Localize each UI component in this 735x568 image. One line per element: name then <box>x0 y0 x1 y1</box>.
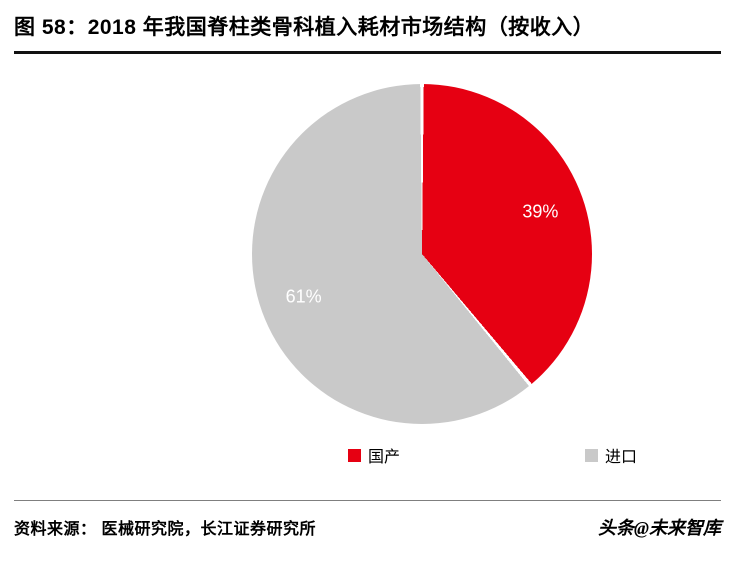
footer-divider <box>14 500 721 502</box>
watermark-text: 头条@未来智库 <box>598 518 721 539</box>
pie-chart: 39% 61% <box>252 84 592 425</box>
title-divider <box>14 51 721 55</box>
page-title: 图 58：2018 年我国脊柱类骨科植入耗材市场结构（按收入） <box>14 16 595 39</box>
pie-chart-region: 39% 61% <box>0 54 735 442</box>
figure-header: 图 58：2018 年我国脊柱类骨科植入耗材市场结构（按收入） <box>0 0 735 41</box>
chart-legend: 国产 进口 <box>125 442 735 468</box>
source-text: 资料来源： 医械研究院，长江证券研究所 <box>14 521 316 539</box>
slice-label-domestic: 39% <box>522 201 559 222</box>
figure-footer: 资料来源： 医械研究院，长江证券研究所 头条@未来智库 <box>0 501 735 540</box>
legend-item-domestic: 国产 <box>347 443 400 467</box>
legend-label-import: 进口 <box>605 449 638 467</box>
legend-swatch-import-icon <box>585 448 598 462</box>
legend-label-domestic: 国产 <box>367 449 400 467</box>
legend-item-import: 进口 <box>585 443 637 467</box>
legend-swatch-domestic-icon <box>347 448 361 462</box>
slice-label-import: 61% <box>285 286 322 307</box>
